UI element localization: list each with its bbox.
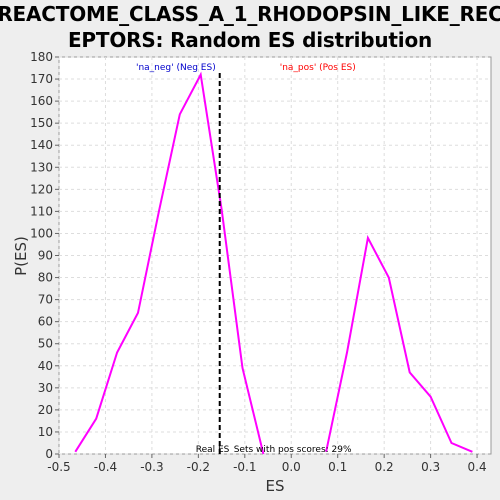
y-tick-label: 50 <box>38 337 53 351</box>
x-tick-label: 0.0 <box>282 460 301 474</box>
y-axis-label: P(ES) <box>12 236 30 276</box>
y-tick-label: 10 <box>38 425 53 439</box>
y-tick-label: 100 <box>30 226 53 240</box>
x-tick-label: 0.1 <box>328 460 347 474</box>
y-tick-label: 80 <box>38 271 53 285</box>
chart-title-line-2: EPTORS: Random ES distribution <box>67 28 433 52</box>
y-tick-label: 20 <box>38 403 53 417</box>
legend-neg-es: 'na_neg' (Neg ES) <box>136 63 216 73</box>
x-tick-label: -0.4 <box>94 460 117 474</box>
grid <box>58 56 491 455</box>
y-tick-label: 140 <box>30 138 53 152</box>
x-tick-label: -0.1 <box>233 460 256 474</box>
chart-title-line-1: REACTOME_CLASS_A_1_RHODOPSIN_LIKE_REC <box>0 2 500 26</box>
y-tick-label: 70 <box>38 293 53 307</box>
x-tick-label: 0.3 <box>421 460 440 474</box>
legend-pos-es: 'na_pos' (Pos ES) <box>280 63 356 73</box>
x-axis-label: ES <box>266 477 285 495</box>
x-tick-label: 0.2 <box>375 460 394 474</box>
y-tick-label: 110 <box>30 204 53 218</box>
y-tick-label: 170 <box>30 72 53 86</box>
real-es-label: Real ES <box>196 445 230 455</box>
y-tick-label: 160 <box>30 94 53 108</box>
pos-scores-annotation: Sets with pos scores: 29% <box>234 445 352 455</box>
x-tick-label: -0.5 <box>47 460 70 474</box>
y-tick-label: 150 <box>30 116 53 130</box>
x-tick-label: -0.3 <box>140 460 163 474</box>
series-lines <box>74 71 473 455</box>
y-tick-label: 180 <box>30 50 53 64</box>
y-tick-label: 60 <box>38 315 53 329</box>
y-tick-label: 120 <box>30 182 53 196</box>
y-tick-label: 130 <box>30 160 53 174</box>
y-axis-ticks: 0 10 20 30 40 50 60 70 80 90 100 110 120 130 140 150 160… <box>30 50 59 461</box>
chart-title: REACTOME_CLASS_A_1_RHODOPSIN_LIKE_REC EP… <box>0 1 500 53</box>
y-tick-label: 90 <box>38 249 53 263</box>
x-axis-ticks: -0.5 -0.4 -0.3 -0.2 -0.1 0.0 0.1 0.2 0.3 0.4 <box>47 454 487 474</box>
y-tick-label: 40 <box>38 359 53 373</box>
y-tick-label: 30 <box>38 381 53 395</box>
series-line-pos <box>325 234 473 453</box>
x-tick-label: -0.2 <box>187 460 210 474</box>
series-line-neg <box>74 71 265 455</box>
y-tick-label: 0 <box>45 447 53 461</box>
x-tick-label: 0.4 <box>468 460 487 474</box>
